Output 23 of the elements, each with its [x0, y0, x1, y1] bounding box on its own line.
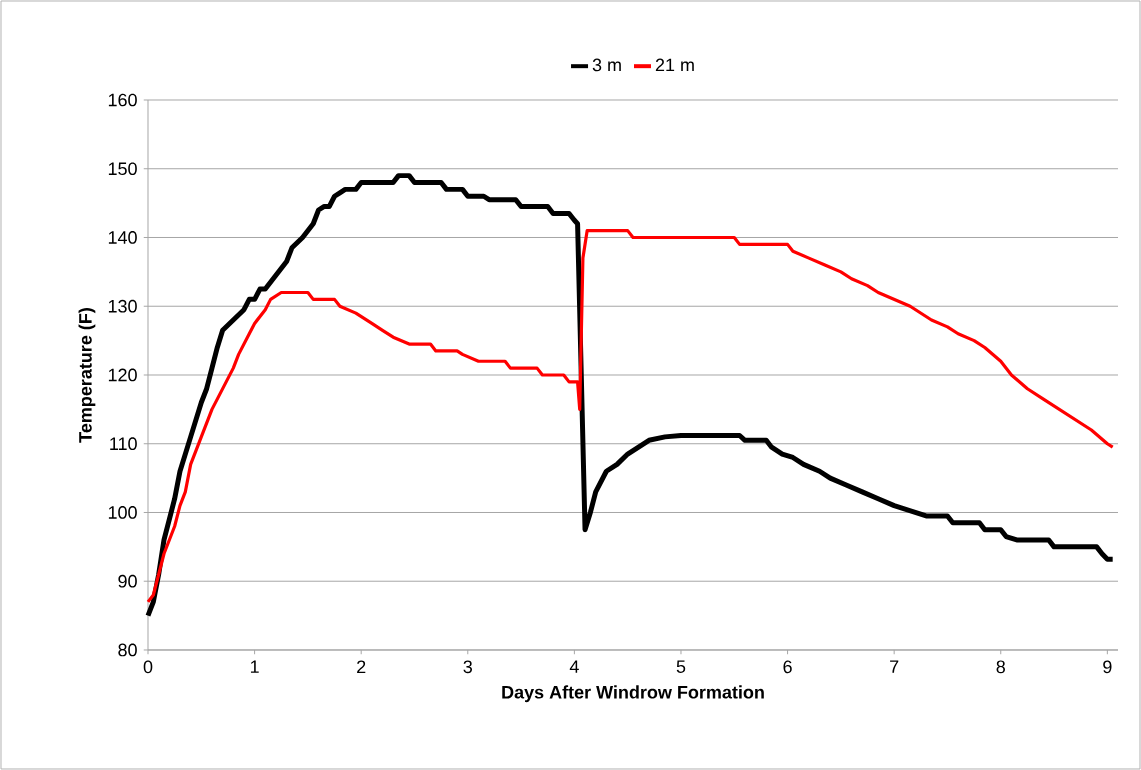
- x-tick-label: 0: [143, 660, 153, 674]
- x-tick-label: 5: [676, 660, 686, 673]
- y-tick-label: 150: [108, 162, 137, 176]
- y-tick-label: 80: [118, 643, 137, 657]
- y-tick-label: 130: [108, 299, 137, 313]
- legend-label: 3 m: [592, 58, 621, 72]
- y-tick-label: 140: [108, 231, 137, 244]
- y-tick-label: 160: [108, 93, 137, 107]
- y-tick-label: 90: [118, 574, 137, 588]
- x-tick-label: 7: [890, 660, 899, 673]
- x-tick-label: 4: [569, 660, 579, 673]
- x-tick-label: 9: [1103, 660, 1112, 674]
- y-axis-title: Temperature (F): [78, 308, 96, 443]
- x-axis-title: Days After Windrow Formation: [502, 685, 764, 703]
- x-tick-label: 1: [250, 660, 259, 673]
- x-tick-label: 6: [783, 660, 792, 674]
- y-tick-label: 110: [110, 437, 137, 451]
- y-tick-label: 100: [108, 506, 137, 519]
- x-tick-label: 8: [996, 660, 1005, 674]
- x-tick-label: 2: [357, 660, 366, 673]
- x-tick-label: 3: [463, 660, 472, 674]
- legend-label: 21 m: [655, 58, 694, 72]
- y-tick-label: 120: [108, 368, 137, 382]
